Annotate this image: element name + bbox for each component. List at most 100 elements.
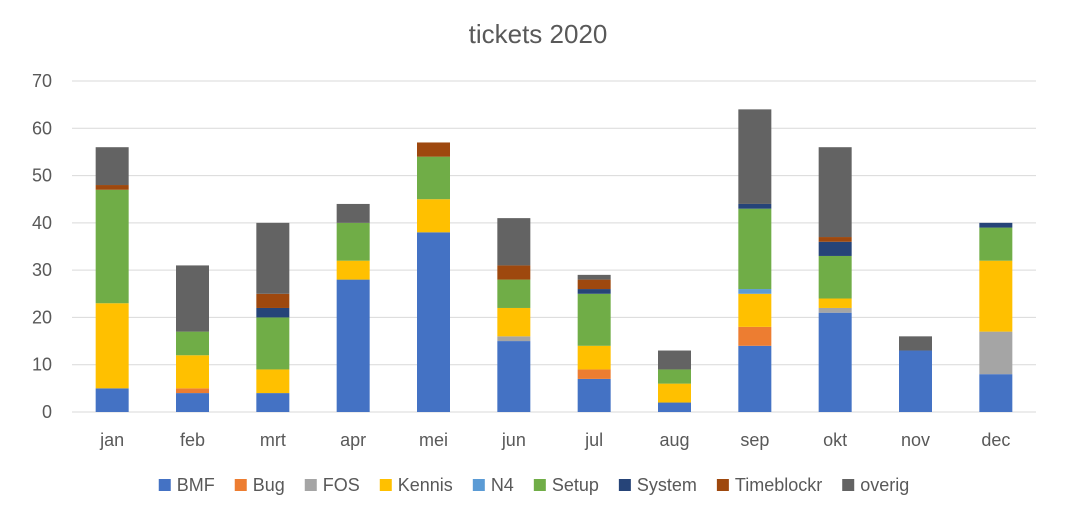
x-tick-label: jul xyxy=(584,430,603,450)
gridlines xyxy=(72,80,1036,413)
x-tick-label: mrt xyxy=(260,430,286,450)
legend-label: Setup xyxy=(552,475,599,495)
legend-label: FOS xyxy=(323,475,360,495)
bar-segment-timeblockr-jun xyxy=(497,265,531,280)
y-tick-label: 20 xyxy=(32,307,52,327)
bar-segment-overig-okt xyxy=(818,147,852,238)
bar-segment-bmf-jan xyxy=(95,388,129,412)
bar-segment-kennis-apr xyxy=(336,260,370,280)
bar-segment-setup-sep xyxy=(738,208,772,290)
legend-label: N4 xyxy=(491,475,514,495)
bar-segment-bmf-nov xyxy=(899,350,932,412)
bar-segment-timeblockr-jul xyxy=(577,279,611,290)
x-tick-label: nov xyxy=(901,430,930,450)
bar-segment-overig-aug xyxy=(658,350,691,370)
bar-segment-setup-okt xyxy=(818,255,852,299)
bar-segment-kennis-jun xyxy=(497,307,531,337)
bar-segment-overig-mrt xyxy=(256,222,290,294)
bar-segment-setup-aug xyxy=(658,369,691,384)
bar-segment-fos-dec xyxy=(979,331,1013,375)
x-tick-label: okt xyxy=(823,430,847,450)
bar-segment-bmf-feb xyxy=(176,393,209,412)
bar-segment-setup-feb xyxy=(176,331,209,356)
bar-segment-bmf-jul xyxy=(577,378,611,412)
legend: BMF Bug FOS Kennis N4 Setup System Timeblockr ov… xyxy=(158,475,909,495)
legend-swatch xyxy=(716,479,729,491)
bar-segment-bmf-okt xyxy=(818,312,852,412)
bar-segment-kennis-jul xyxy=(577,345,611,370)
bar-segment-overig-apr xyxy=(336,203,370,223)
bar-segment-bug-sep xyxy=(738,326,772,346)
y-tick-label: 50 xyxy=(32,166,52,186)
bar-segment-system-okt xyxy=(818,241,852,256)
y-tick-label: 30 xyxy=(32,260,52,280)
bar-segment-system-sep xyxy=(738,203,772,209)
bar-segment-setup-mrt xyxy=(256,317,290,370)
bar-segment-kennis-jan xyxy=(95,303,129,389)
y-tick-label: 70 xyxy=(32,71,52,91)
bar-segment-overig-jun xyxy=(497,218,531,266)
bar-segment-bmf-sep xyxy=(738,345,772,412)
legend-label: Bug xyxy=(253,475,285,495)
x-tick-label: dec xyxy=(981,430,1010,450)
y-tick-label: 10 xyxy=(32,355,52,375)
x-tick-label: feb xyxy=(180,430,205,450)
bar-segment-bmf-mei xyxy=(417,232,450,412)
bar-segment-overig-jan xyxy=(95,147,129,186)
legend-swatch xyxy=(842,479,855,491)
bar-segment-kennis-feb xyxy=(176,355,209,389)
legend-swatch xyxy=(618,479,631,491)
bar-segment-setup-jun xyxy=(497,279,531,308)
bar-segment-bmf-aug xyxy=(658,402,691,412)
legend-swatch xyxy=(304,479,317,491)
y-tick-label: 60 xyxy=(32,118,52,138)
legend-swatch xyxy=(234,479,247,491)
legend-swatch xyxy=(472,479,485,491)
y-axis: 0 10 20 30 40 50 60 70 xyxy=(32,71,52,422)
bar-segment-overig-feb xyxy=(176,265,209,332)
legend-label: BMF xyxy=(177,475,215,495)
bar-segment-kennis-dec xyxy=(979,260,1013,332)
bar-segment-overig-nov xyxy=(899,336,932,351)
bar-segment-kennis-mrt xyxy=(256,369,290,394)
bar-segment-system-mrt xyxy=(256,307,290,318)
x-tick-label: jan xyxy=(99,430,124,450)
chart-title: tickets 2020 xyxy=(469,19,608,49)
bar-segment-timeblockr-mei xyxy=(417,142,450,157)
legend-swatch xyxy=(533,479,546,491)
bar-segment-bmf-jun xyxy=(497,341,531,412)
x-tick-label: jun xyxy=(501,430,526,450)
bar-segment-kennis-sep xyxy=(738,293,772,327)
legend-swatch xyxy=(379,479,392,491)
bar-segment-bmf-dec xyxy=(979,374,1013,412)
bar-segment-system-dec xyxy=(979,222,1013,228)
bar-segment-timeblockr-mrt xyxy=(256,293,290,308)
bar-segment-kennis-okt xyxy=(818,298,852,308)
legend-label: System xyxy=(637,475,697,495)
x-tick-label: apr xyxy=(340,430,366,450)
bar-segment-system-jul xyxy=(577,289,611,294)
bar-segment-fos-jun xyxy=(497,336,531,342)
bar-segment-bmf-mrt xyxy=(256,393,290,412)
bar-segment-kennis-aug xyxy=(658,383,691,403)
bar-segment-bmf-apr xyxy=(336,279,370,412)
bar-segment-setup-dec xyxy=(979,227,1013,261)
legend-swatch xyxy=(158,479,171,491)
x-tick-label: sep xyxy=(740,430,769,450)
x-tick-label: aug xyxy=(659,430,689,450)
bar-segment-overig-jul xyxy=(577,274,611,280)
legend-label: Kennis xyxy=(398,475,453,495)
bar-segment-timeblockr-okt xyxy=(818,237,852,242)
x-tick-label: mei xyxy=(419,430,448,450)
bar-segment-setup-mei xyxy=(417,156,450,200)
bar-segment-n4-sep xyxy=(738,289,772,294)
legend-label: Timeblockr xyxy=(735,475,822,495)
bar-segment-overig-sep xyxy=(738,109,772,204)
legend-label: overig xyxy=(860,475,909,495)
bar-segment-fos-okt xyxy=(818,307,852,313)
bar-segment-timeblockr-jan xyxy=(95,185,129,190)
bar-segment-bug-jul xyxy=(577,369,611,379)
bar-segment-setup-jan xyxy=(95,189,129,304)
